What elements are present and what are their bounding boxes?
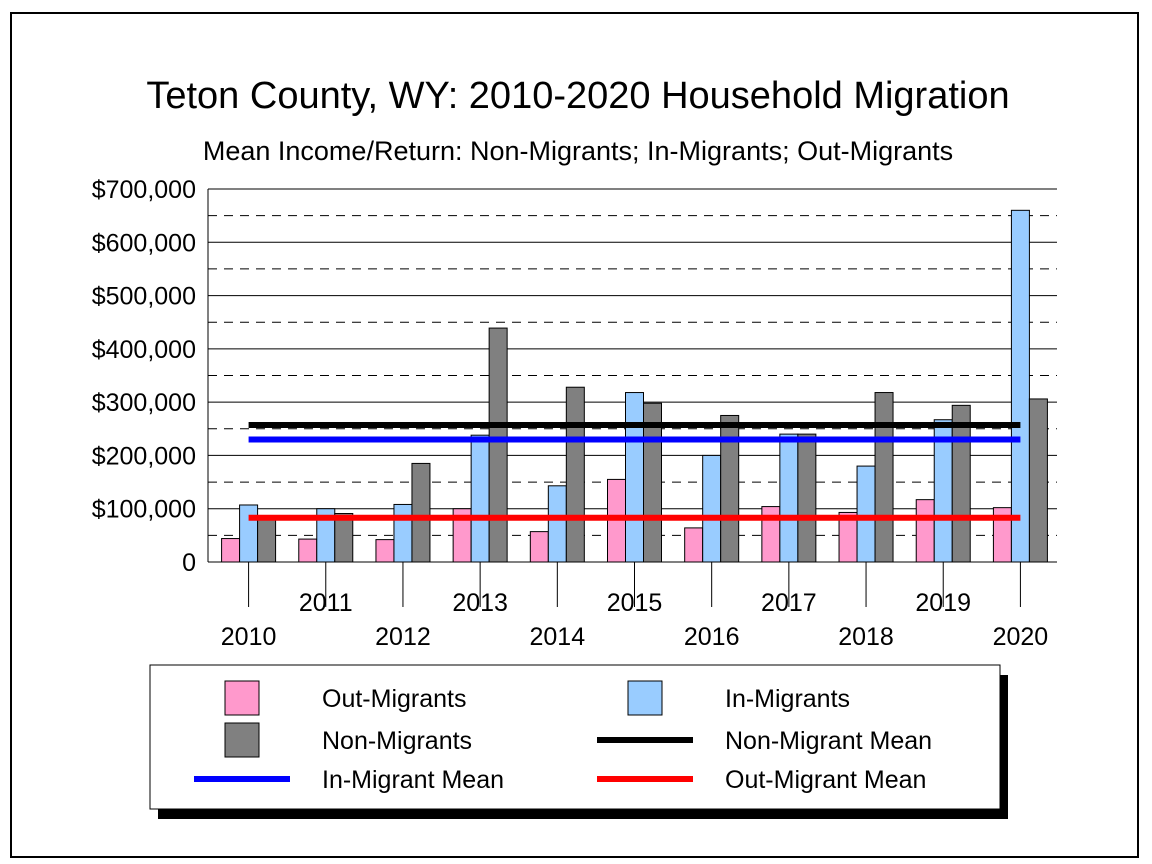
bar-non-migrants-2019 (951, 404, 971, 563)
bar-out-migrants-2010 (221, 538, 241, 563)
y-tick-label: $300,000 (92, 389, 196, 417)
bar-in-migrants-2018 (856, 465, 876, 563)
bar-out-migrants-2014 (529, 531, 549, 563)
y-tick-label: $600,000 (92, 229, 196, 257)
x-tick-label: 2019 (915, 589, 971, 617)
x-tick-label: 2017 (761, 589, 817, 617)
bar-non-migrants-2011 (334, 513, 354, 563)
bar-out-migrants-2019 (915, 499, 935, 563)
bar-in-migrants-2015 (625, 392, 644, 563)
bar-in-migrants-2010 (239, 504, 259, 563)
x-tick-label: 2020 (993, 623, 1049, 651)
bar-non-migrants-2015 (643, 402, 662, 563)
bar-in-migrants-2013 (470, 434, 490, 563)
bar-non-migrants-2020 (1028, 398, 1048, 563)
legend: Out-Migrants In-Migrants Non-Migrants Non-M… (149, 664, 1008, 819)
bar-in-migrants-2012 (393, 503, 413, 563)
chart-subtitle: Mean Income/Return: Non-Migrants; In-Mig… (203, 136, 953, 166)
bar-out-migrants-2012 (375, 539, 395, 563)
bar-in-migrants-2016 (702, 454, 722, 563)
x-tick-label: 2011 (299, 589, 353, 617)
y-tick-label: $500,000 (92, 283, 196, 311)
bar-non-migrants-2017 (797, 433, 817, 563)
bar-in-migrants-2017 (779, 433, 799, 563)
legend-label-non-migrant-mean: Non-Migrant Mean (725, 727, 932, 755)
bar-non-migrants-2013 (488, 327, 508, 563)
bar-in-migrants-2014 (547, 485, 567, 563)
bar-in-migrants-2020 (1010, 209, 1030, 563)
y-tick-label: 0 (182, 549, 196, 577)
x-tick-label: 2010 (221, 623, 277, 651)
legend-swatch-non-migrants (224, 722, 260, 758)
x-tick-label: 2018 (838, 623, 894, 651)
x-tick-label: 2015 (607, 589, 663, 617)
x-tick-label: 2013 (452, 589, 508, 617)
plot-area: $700,000 $600,000 $500,000 $400,000 $300,000… (92, 176, 1057, 651)
x-tick-label: 2014 (530, 623, 586, 651)
y-tick-label: $400,000 (92, 336, 196, 364)
legend-label-out-migrant-mean: Out-Migrant Mean (725, 766, 926, 794)
bar-out-migrants-2016 (684, 527, 704, 563)
bar-non-migrants-2014 (565, 386, 585, 563)
legend-box (149, 664, 1001, 810)
chart-title: Teton County, WY: 2010-2020 Household Mi… (146, 75, 1009, 117)
bar-non-migrants-2010 (257, 517, 277, 563)
y-tick-label: $200,000 (92, 442, 196, 470)
x-tick-label: 2016 (684, 623, 740, 651)
legend-label-non-migrants: Non-Migrants (322, 727, 472, 755)
bar-non-migrants-2012 (411, 462, 431, 563)
legend-label-in-migrant-mean: In-Migrant Mean (322, 766, 504, 794)
legend-swatch-out-migrants (224, 680, 260, 716)
bar-non-migrants-2016 (720, 414, 740, 563)
y-tick-label: $700,000 (92, 176, 196, 204)
legend-swatch-in-migrants (627, 680, 663, 716)
y-tick-label: $100,000 (92, 496, 196, 524)
bar-out-migrants-2011 (298, 538, 318, 563)
x-tick-label: 2012 (375, 623, 431, 651)
legend-label-in-migrants: In-Migrants (725, 685, 850, 713)
legend-label-out-migrants: Out-Migrants (322, 685, 466, 713)
bar-non-migrants-2018 (874, 392, 894, 563)
